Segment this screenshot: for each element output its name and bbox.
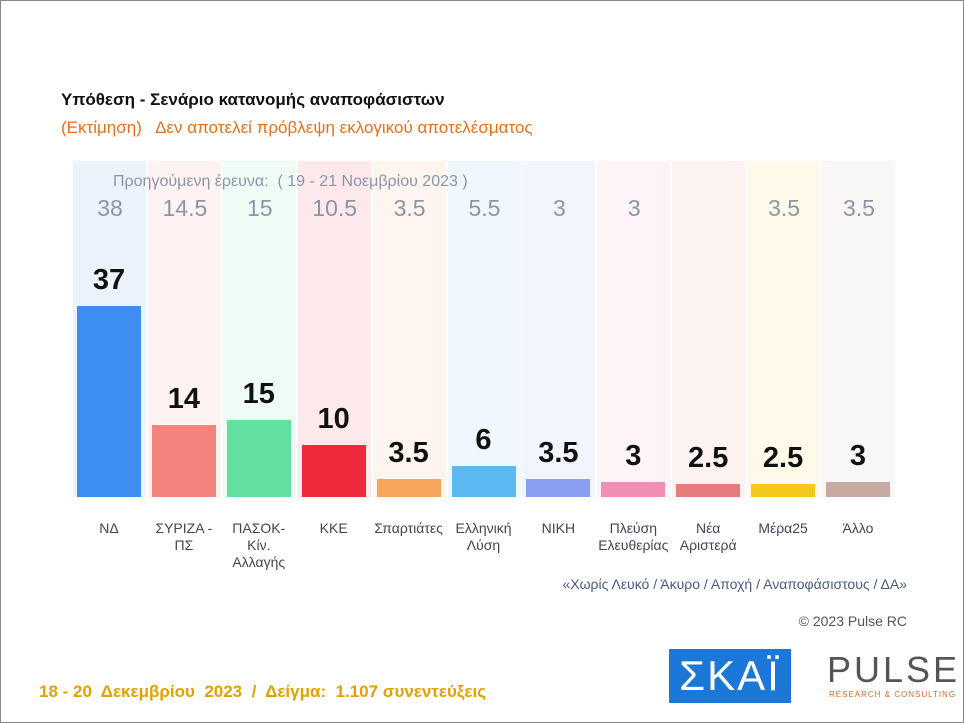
value-label: 15 [242,377,275,410]
previous-value: 5.5 [468,195,501,221]
previous-value: 3.5 [393,195,426,221]
value-label: 2.5 [688,442,729,475]
pulse-logo-sub: RESEARCH & CONSULTING [829,690,957,699]
previous-value: 10.5 [312,195,358,221]
value-label: 6 [475,424,492,457]
bar [676,484,741,497]
x-tick-label: Πλεύση Ελευθερίας [598,520,669,553]
note: «Χωρίς Λευκό / Άκυρο / Αποχή / Αναποφάσι… [562,576,907,592]
column-bg [372,161,446,497]
x-tick-label: Άλλο [842,520,874,536]
bar [376,478,441,497]
value-label: 3.5 [388,436,429,469]
previous-value: 38 [97,195,123,221]
column-bg [672,161,746,497]
previous-value: 3 [552,195,566,221]
value-label: 2.5 [762,442,804,475]
value-label: 3.5 [538,436,579,469]
bar [77,306,141,497]
x-tick-label: ΣΥΡΙΖΑ - ΠΣ [155,520,213,553]
column-bg [447,161,521,497]
bar [826,481,890,497]
copyright: © 2023 Pulse RC [798,613,907,629]
subtitle: (Εκτίμηση) Δεν αποτελεί πρόβλεψη εκλογικ… [61,118,533,137]
x-tick-label: Νέα Αριστερά [679,520,737,553]
x-tick-label: Σπαρτιάτες [374,520,443,536]
previous-label: Προηγούμενη έρευνα: ( 19 - 21 Νοεμβρίου … [113,173,468,190]
previous-value: 3.5 [768,195,801,221]
previous-value: 3 [627,195,641,221]
column-bg [522,161,596,497]
chart-title: Υπόθεση - Σενάριο κατανομής αναποφάσιστω… [61,90,445,109]
bar [226,419,291,497]
bar [451,466,516,497]
bar [601,481,666,497]
x-tick-label: ΝΙΚΗ [541,520,576,536]
x-tick-label: ΚΚΕ [319,520,348,536]
column-bg [597,161,671,497]
bar [301,445,366,497]
x-tick-label: ΠΑΣΟΚ-Κίν. Αλλαγής [232,520,286,570]
column-bg [747,161,821,497]
previous-value: 15 [247,195,273,221]
previous-value: 3.5 [843,195,875,221]
value-label: 37 [92,264,126,296]
x-tick-label: Μέρα25 [758,520,808,536]
x-tick-label: Ελληνική Λύση [455,520,512,553]
bar [151,424,216,497]
value-label: 3 [625,439,642,472]
bar [526,478,591,497]
x-tick-label: ΝΔ [99,520,119,536]
value-label: 10 [317,403,350,436]
pulse-logo: PULSE [827,649,961,690]
column-bg [297,161,371,497]
previous-value: 14.5 [162,195,208,221]
bar [751,484,816,497]
value-label: 14 [167,382,201,415]
skai-logo: ΣΚΑΪ [669,649,791,703]
value-label: 3 [849,439,867,472]
column-bg [822,161,895,497]
footer: 18 - 20 Δεκεμβρίου 2023 / Δείγμα: 1.107 … [39,682,487,701]
